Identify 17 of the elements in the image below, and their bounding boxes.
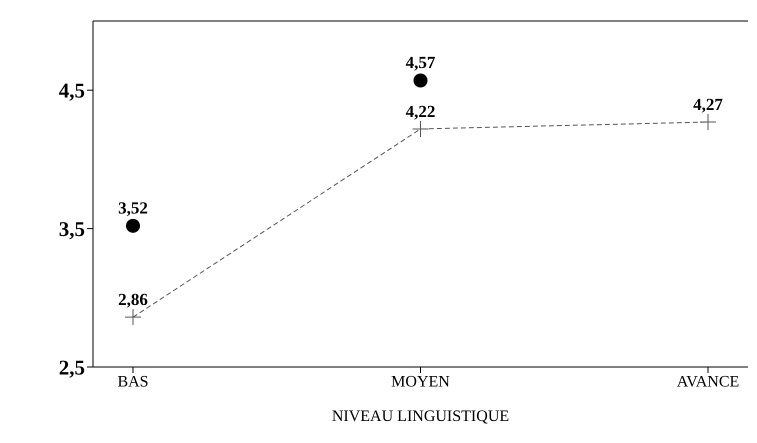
point: [126, 218, 140, 233]
data-label: 3,52: [118, 198, 148, 218]
point: [412, 120, 429, 138]
x-tick-label: BAS: [117, 373, 149, 390]
x-axis-title: NIVEAU LINGUISTIQUE: [332, 408, 510, 425]
point: [700, 114, 716, 131]
y-tick-label: 2,5: [58, 355, 85, 380]
y-tick-label: 3,5: [58, 217, 85, 242]
data-label: 4,22: [406, 102, 436, 121]
point: [124, 308, 142, 326]
x-tick-label: AVANCE: [676, 373, 740, 390]
data-label: 2,86: [118, 290, 148, 310]
data-label: 4,27: [693, 95, 724, 114]
x-tick-label: MOYEN: [391, 373, 450, 390]
y-tick-label: 4,5: [58, 78, 85, 103]
data-label: 4,57: [406, 53, 436, 72]
point: [414, 74, 428, 88]
